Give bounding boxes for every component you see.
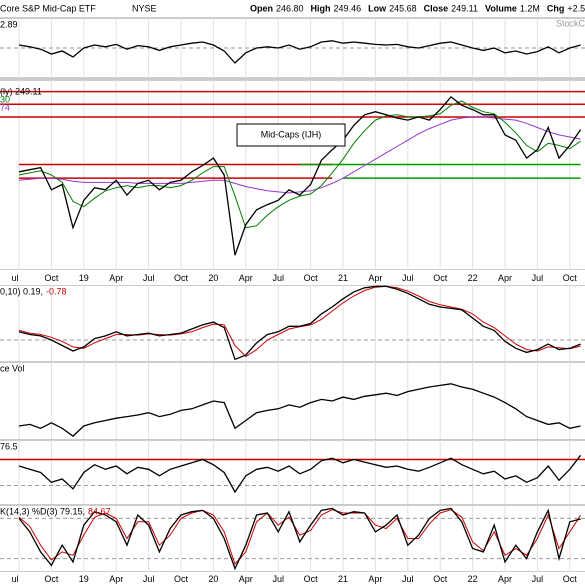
x-tick-label: Jul — [143, 273, 155, 283]
x-tick-label: Oct — [433, 574, 448, 584]
watermark: StockC — [556, 18, 585, 28]
x-tick-label: Jul — [143, 574, 155, 584]
x-tick-label: ul — [11, 574, 18, 584]
annotation-box — [236, 123, 346, 147]
quote-value: 246.80 — [276, 3, 304, 13]
x-tick-label: Apr — [109, 574, 123, 584]
x-tick-label: ul — [11, 273, 18, 283]
series-line — [18, 116, 581, 194]
x-tick-label: Oct — [304, 273, 319, 283]
x-tick-label: 22 — [468, 574, 478, 584]
series-line — [18, 285, 581, 361]
quote-value: 249.11 — [451, 3, 478, 13]
panel-label: ce Vol — [0, 363, 25, 373]
quote-label: Close — [424, 3, 449, 13]
x-tick-label: 21 — [338, 574, 348, 584]
x-tick-label: Jul — [272, 574, 284, 584]
symbol-name: Core S&P Mid-Cap ETF — [0, 3, 96, 13]
panel-label: 0,10) 0.19, — [0, 286, 43, 296]
x-tick-label: Oct — [433, 273, 448, 283]
x-tick-label: Oct — [563, 574, 578, 584]
x-tick-label: Apr — [109, 273, 123, 283]
quote-value: +2.56 (+ — [567, 3, 585, 13]
x-tick-label: Oct — [304, 574, 319, 584]
panel-label: 84.67 — [88, 506, 111, 516]
x-tick-label: Oct — [174, 574, 189, 584]
x-tick-label: Jul — [532, 273, 544, 283]
x-tick-label: Apr — [498, 574, 512, 584]
quote-label: Open — [250, 3, 273, 13]
series-line — [18, 383, 581, 437]
panel-frame — [0, 17, 585, 79]
x-tick-label: Oct — [563, 273, 578, 283]
axis-row — [0, 270, 585, 285]
quote-label: High — [311, 3, 331, 13]
x-tick-label: Jul — [532, 574, 544, 584]
series-line — [18, 100, 581, 229]
panel-label: 76.5 — [0, 441, 18, 451]
quote-value: 245.68 — [389, 3, 417, 13]
series-line — [18, 454, 582, 494]
x-tick-label: Jul — [402, 574, 414, 584]
exchange: NYSE — [132, 3, 157, 13]
x-tick-label: 19 — [79, 574, 89, 584]
x-tick-label: Jul — [402, 273, 414, 283]
x-tick-label: 20 — [208, 273, 218, 283]
panel-label: 30 — [0, 94, 10, 104]
quote-label: Volume — [485, 3, 517, 13]
x-tick-label: Oct — [44, 574, 59, 584]
panel-label: (ly) 249.11 — [0, 86, 42, 96]
quote-label: Low — [368, 3, 387, 13]
panel-label: -0.78 — [46, 286, 67, 296]
panel-label: 74 — [0, 102, 10, 112]
series-line — [18, 96, 582, 256]
quote-value: 249.46 — [334, 3, 362, 13]
header-bar — [0, 0, 585, 18]
x-tick-label: Apr — [368, 273, 382, 283]
x-tick-label: Apr — [498, 273, 512, 283]
x-tick-label: 20 — [208, 574, 218, 584]
x-tick-label: Oct — [174, 273, 189, 283]
x-tick-label: Apr — [239, 273, 253, 283]
x-tick-label: 21 — [338, 273, 348, 283]
series-line — [18, 507, 581, 571]
series-line — [18, 40, 581, 64]
quote-value: 1.2M — [520, 3, 540, 13]
panel-label: 2.89 — [0, 19, 18, 29]
x-tick-label: 22 — [468, 273, 478, 283]
annotation: Mid-Caps (IJH) — [261, 129, 322, 139]
quote-label: Chg — [547, 3, 565, 13]
x-tick-label: Oct — [44, 273, 59, 283]
axis-row — [0, 572, 585, 585]
x-tick-label: 19 — [79, 273, 89, 283]
panel-label: K(14,3) %D(3) 79.15, — [0, 506, 85, 516]
x-tick-label: Apr — [368, 574, 382, 584]
x-tick-label: Apr — [239, 574, 253, 584]
x-tick-label: Jul — [272, 273, 284, 283]
